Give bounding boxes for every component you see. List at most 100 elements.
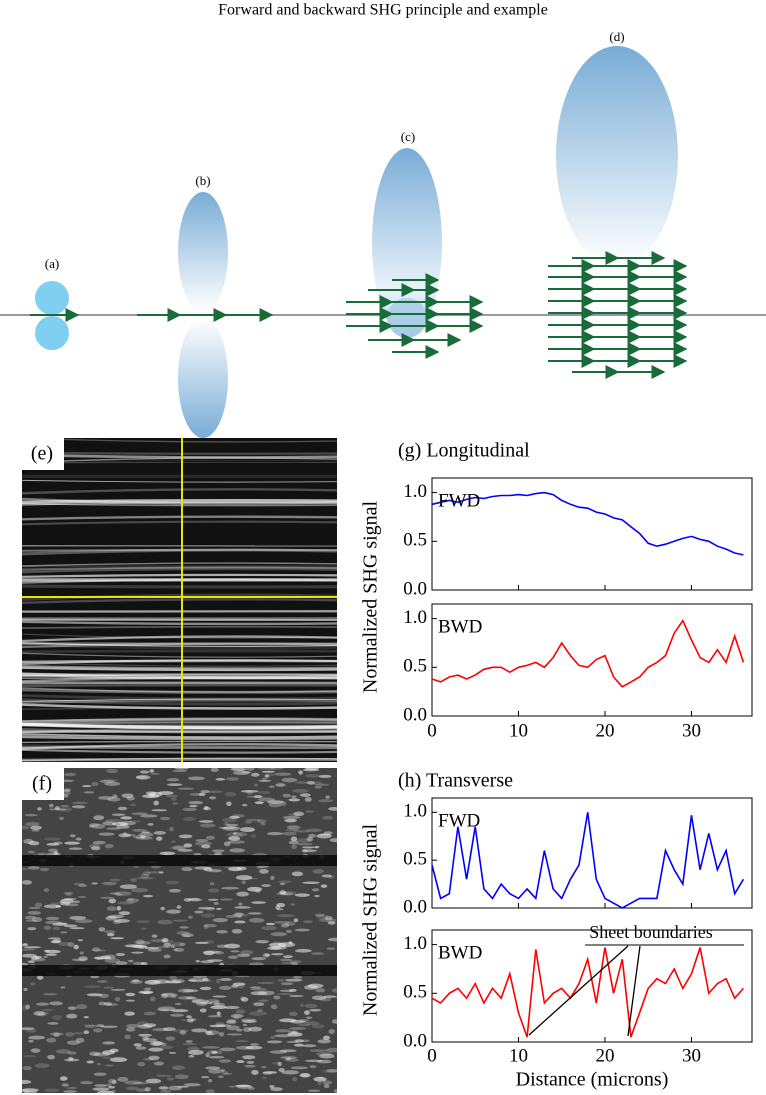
y-tick-label: 1.0	[403, 607, 427, 628]
speckle	[93, 815, 105, 821]
speckle	[101, 1041, 116, 1044]
speckle	[104, 1002, 112, 1006]
speckle	[267, 946, 282, 950]
speckle	[297, 1023, 311, 1027]
speckle	[216, 930, 228, 934]
speckle	[76, 1004, 88, 1010]
speckle	[22, 1079, 32, 1085]
speckle	[44, 1088, 60, 1093]
speckle	[161, 937, 169, 943]
x-tick-label: 10	[509, 1045, 528, 1066]
speckle	[153, 979, 170, 984]
speckle	[299, 793, 311, 797]
series-label: FWD	[438, 490, 480, 511]
speckle	[188, 1054, 195, 1058]
fiber	[22, 438, 52, 439]
speckle	[25, 919, 38, 922]
speckle	[296, 838, 312, 843]
speckle	[118, 821, 136, 826]
speckle	[288, 1027, 307, 1030]
speckle	[257, 990, 275, 996]
speckle	[208, 1001, 221, 1005]
speckle	[236, 1060, 245, 1064]
speckle	[194, 910, 204, 914]
speckle	[191, 998, 203, 1003]
fiber	[22, 548, 337, 556]
speckle	[132, 828, 148, 832]
speckle	[138, 832, 154, 837]
image-f	[22, 768, 337, 1093]
speckle	[215, 978, 221, 984]
fiber	[22, 488, 337, 495]
speckle	[83, 1024, 96, 1027]
speckle	[53, 851, 59, 855]
speckle	[302, 846, 315, 849]
speckle	[253, 1002, 265, 1007]
speckle	[213, 951, 225, 955]
fiber	[22, 740, 337, 744]
speckle	[275, 1029, 291, 1033]
speckle	[159, 851, 176, 856]
speckle	[172, 802, 179, 805]
fiber	[22, 676, 337, 683]
speckle	[34, 902, 43, 908]
speckle	[248, 1086, 255, 1091]
speckle	[36, 975, 44, 980]
speckle	[222, 826, 241, 831]
speckle	[264, 774, 270, 778]
speckle	[229, 815, 240, 819]
speckle	[177, 849, 193, 852]
speckle	[180, 1019, 198, 1022]
speckle	[60, 931, 68, 934]
speckle	[260, 822, 266, 826]
speckle	[106, 916, 122, 919]
speckle	[249, 1011, 267, 1016]
speckle	[178, 834, 193, 839]
speckle	[277, 880, 292, 884]
speckle	[75, 1037, 85, 1043]
speckle	[171, 797, 177, 801]
speckle	[275, 783, 286, 787]
fiber	[22, 703, 337, 710]
speckle	[200, 790, 210, 794]
speckle	[27, 866, 40, 870]
annotation-arrow	[627, 945, 641, 1037]
speckle	[125, 999, 136, 1002]
speckle	[182, 989, 199, 993]
speckle	[43, 837, 62, 841]
speckle	[281, 777, 298, 783]
x-axis-label: Distance (microns)	[516, 1069, 669, 1091]
speckle	[176, 905, 182, 909]
speckle	[58, 807, 73, 812]
speckle	[214, 852, 222, 856]
speckle	[300, 1003, 305, 1008]
speckle	[298, 770, 304, 775]
speckle	[105, 916, 117, 921]
speckle	[140, 961, 148, 966]
speckle	[126, 1086, 139, 1091]
speckle	[86, 1060, 95, 1064]
speckle	[256, 819, 267, 824]
speckle	[144, 987, 152, 991]
speckle	[218, 1059, 232, 1063]
speckle	[145, 791, 157, 795]
speckle	[150, 772, 160, 775]
speckle	[59, 816, 64, 821]
speckle	[315, 914, 329, 919]
speckle	[153, 800, 160, 806]
speckle	[117, 1076, 129, 1082]
speckle	[142, 871, 151, 876]
speckle	[46, 1037, 57, 1043]
speckle	[279, 882, 286, 886]
speckle	[43, 888, 50, 892]
fiber	[22, 666, 337, 672]
speckle	[168, 1051, 177, 1054]
speckle	[251, 957, 266, 961]
speckle	[102, 821, 116, 826]
speckle	[304, 768, 320, 771]
speckle	[286, 825, 301, 830]
speckle	[166, 778, 180, 782]
speckle	[223, 821, 229, 826]
speckle	[117, 806, 128, 811]
speckle	[28, 1039, 34, 1043]
